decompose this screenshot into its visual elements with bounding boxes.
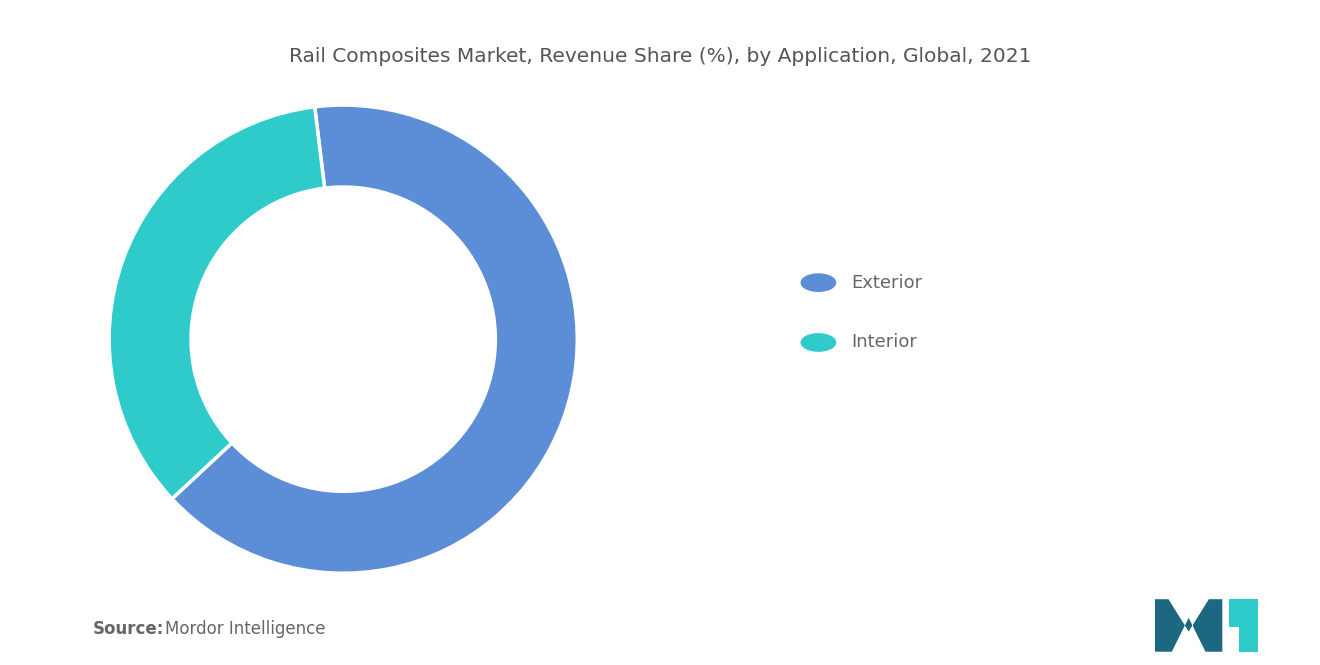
Polygon shape: [1229, 599, 1258, 652]
Wedge shape: [172, 105, 577, 573]
Polygon shape: [1155, 599, 1222, 652]
Wedge shape: [110, 107, 325, 499]
Text: Rail Composites Market, Revenue Share (%), by Application, Global, 2021: Rail Composites Market, Revenue Share (%…: [289, 47, 1031, 66]
Text: Mordor Intelligence: Mordor Intelligence: [165, 620, 326, 638]
Text: Source:: Source:: [92, 620, 164, 638]
Text: Exterior: Exterior: [851, 273, 923, 292]
Text: Interior: Interior: [851, 333, 917, 352]
